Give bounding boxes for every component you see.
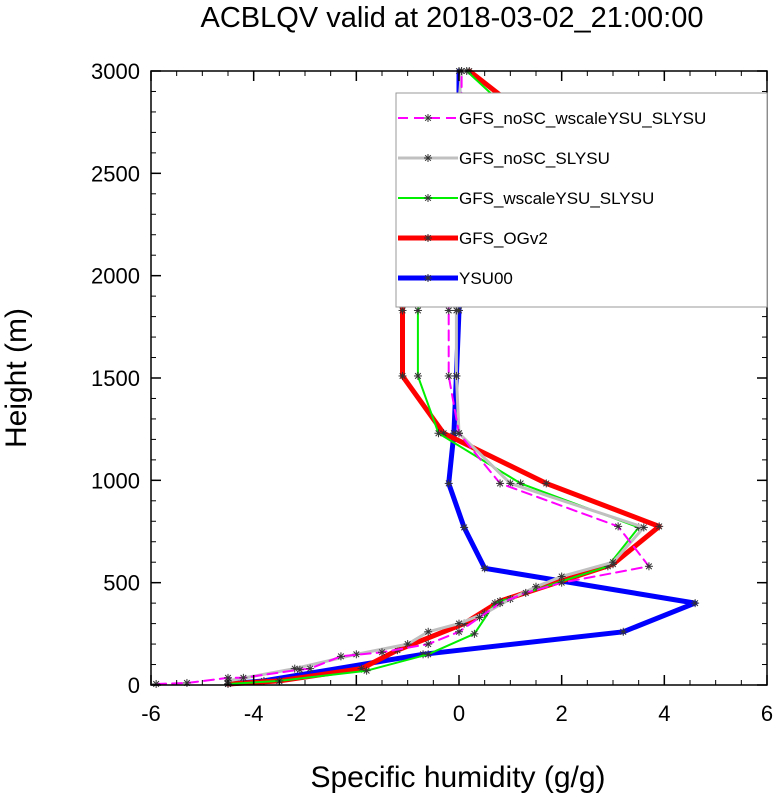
x-tick-label: -2 xyxy=(347,701,367,726)
data-point xyxy=(413,371,422,380)
legend-label: GFS_noSC_SLYSU xyxy=(459,149,610,168)
legend-label: GFS_noSC_wscaleYSU_SLYSU xyxy=(459,109,706,128)
data-point xyxy=(295,665,304,674)
legend-entry: GFS_OGv2 xyxy=(398,229,548,248)
x-tick-label: 0 xyxy=(453,701,465,726)
y-tick-label: 1000 xyxy=(91,468,140,493)
legend: GFS_noSC_wscaleYSU_SLYSU GFS_noSC_SLYSU GF… xyxy=(395,92,768,308)
y-axis-title: Height (m) xyxy=(0,308,33,448)
data-point xyxy=(557,572,566,581)
data-point xyxy=(460,523,469,532)
data-point xyxy=(444,479,453,488)
data-point xyxy=(444,371,453,380)
data-point xyxy=(434,429,443,438)
data-point xyxy=(239,673,248,682)
axes-layer: -6 -4 -2 0 2 4 6 0 500 1000 1500 2000 2500 3000 xyxy=(91,59,773,726)
x-tick-label: 2 xyxy=(556,701,568,726)
data-point xyxy=(352,650,361,659)
data-point xyxy=(439,429,448,438)
x-tick-label: 4 xyxy=(658,701,670,726)
data-point xyxy=(542,479,551,488)
legend-items: GFS_noSC_wscaleYSU_SLYSU GFS_noSC_SLYSU GF… xyxy=(398,109,706,288)
data-point xyxy=(403,640,412,649)
data-point xyxy=(480,564,489,573)
data-point xyxy=(378,648,386,657)
legend-label: GFS_OGv2 xyxy=(459,229,548,248)
legend-marker xyxy=(424,274,432,282)
y-tick-label: 3000 xyxy=(91,59,140,84)
data-point xyxy=(496,479,505,488)
chart-title: ACBLQV valid at 2018-03-02_21:00:00 xyxy=(200,2,703,34)
x-tick-label: -6 xyxy=(141,701,161,726)
data-point xyxy=(452,371,461,380)
data-point xyxy=(398,306,407,315)
legend-marker xyxy=(424,194,432,202)
data-point xyxy=(609,558,617,567)
legend-marker xyxy=(424,114,432,122)
data-point xyxy=(655,522,664,531)
data-point xyxy=(336,652,345,661)
data-point xyxy=(639,523,648,532)
data-point xyxy=(521,588,530,597)
legend-entry: YSU00 xyxy=(398,269,513,288)
y-tick-label: 2000 xyxy=(91,264,140,289)
data-point xyxy=(455,619,463,628)
y-tick-label: 0 xyxy=(128,673,140,698)
data-point xyxy=(362,666,371,675)
x-tick-label: 6 xyxy=(761,701,773,726)
legend-box xyxy=(395,92,768,308)
x-tick-label: -4 xyxy=(244,701,264,726)
data-point xyxy=(455,429,463,438)
data-point xyxy=(398,371,407,380)
legend-entry: GFS_noSC_SLYSU xyxy=(398,149,610,168)
x-axis-title: Specific humidity (g/g) xyxy=(310,761,605,794)
legend-entry: GFS_noSC_wscaleYSU_SLYSU xyxy=(398,109,706,128)
data-point xyxy=(182,678,191,687)
data-point xyxy=(619,627,628,636)
data-point xyxy=(452,306,461,315)
legend-marker xyxy=(424,234,432,242)
legend-label: GFS_wscaleYSU_SLYSU xyxy=(459,189,654,208)
data-point xyxy=(557,578,566,587)
data-point xyxy=(691,599,700,608)
data-point xyxy=(424,650,433,659)
data-point xyxy=(614,522,623,531)
legend-entry: GFS_wscaleYSU_SLYSU xyxy=(398,189,654,208)
data-point xyxy=(470,629,479,638)
y-tick-label: 2500 xyxy=(91,161,140,186)
data-point xyxy=(306,664,315,673)
data-point xyxy=(532,582,540,591)
y-tick-label: 500 xyxy=(103,571,140,596)
data-point xyxy=(644,562,653,571)
data-point xyxy=(475,613,484,622)
data-point xyxy=(424,627,433,636)
data-point xyxy=(455,627,463,636)
data-point xyxy=(424,640,433,649)
data-point xyxy=(152,679,161,688)
legend-marker xyxy=(424,154,432,162)
data-point xyxy=(444,306,453,315)
data-point xyxy=(496,599,505,608)
legend-label: YSU00 xyxy=(459,269,513,288)
y-tick-label: 1500 xyxy=(91,366,140,391)
data-point xyxy=(413,306,422,315)
